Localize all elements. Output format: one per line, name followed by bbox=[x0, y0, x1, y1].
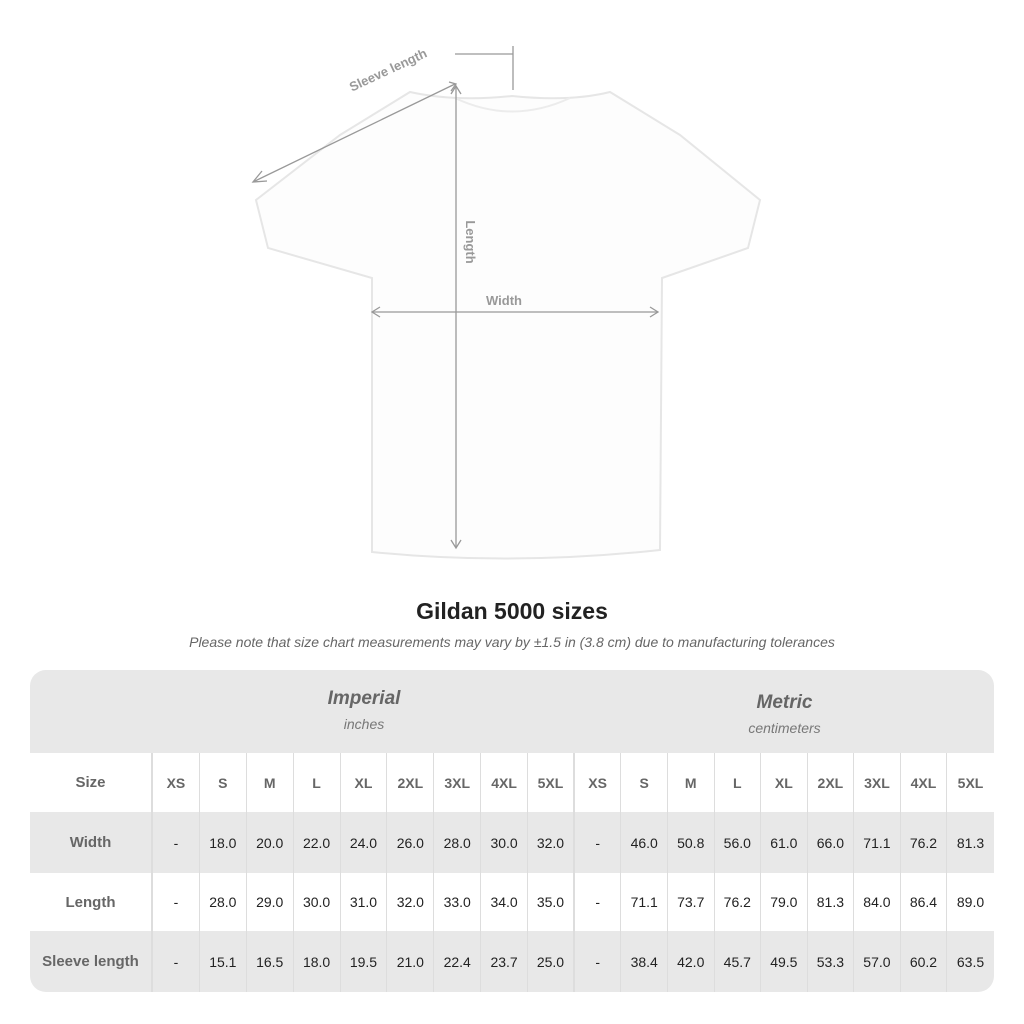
metric-value-cell: 49.5 bbox=[761, 931, 808, 992]
metric-value-cell: 63.5 bbox=[956, 953, 985, 970]
size-header-cell: L bbox=[715, 753, 762, 812]
size-header-cell: 3XL bbox=[854, 753, 901, 812]
sleeve-length-label: Sleeve length bbox=[347, 45, 429, 94]
size-header-cell: 5XL bbox=[528, 753, 575, 812]
size-header-row: Size XS S M L XL 2XL 3XL 4XL 5XL XS S M L XL 2XL 3XL 4XL 5… bbox=[30, 753, 994, 812]
metric-header: Metric centimeters bbox=[575, 692, 994, 736]
imperial-value-cell: 23.7 bbox=[481, 931, 528, 992]
metric-value-cell: 79.0 bbox=[761, 873, 808, 931]
table-row: Sleeve length -15.1 16.5 18.0 19.5 21.0 22.4 23… bbox=[30, 931, 994, 992]
metric-value-cell: 71.1 bbox=[854, 812, 901, 873]
size-header-cell: XS bbox=[575, 753, 622, 812]
size-header-cell: 3XL bbox=[434, 753, 482, 812]
imperial-header: Imperial inches bbox=[153, 688, 575, 732]
metric-value-cell: 66.0 bbox=[808, 812, 855, 873]
size-header-cell: M bbox=[668, 753, 715, 812]
size-header-cell: S bbox=[200, 753, 247, 812]
row-label: Length bbox=[30, 873, 153, 931]
imperial-value-cell: 35.0 bbox=[528, 873, 575, 931]
imperial-value-cell: 18.0 bbox=[200, 812, 247, 873]
imperial-value-cell: 25.0 bbox=[528, 931, 575, 992]
size-header-cell: XL bbox=[341, 753, 388, 812]
unit-header: Imperial inches Metric centimeters bbox=[30, 670, 994, 753]
metric-value-cell: 81.3 bbox=[808, 873, 855, 931]
metric-value-cell: - bbox=[575, 812, 622, 873]
tshirt-shape bbox=[254, 90, 762, 560]
metric-value-cell: 53.3 bbox=[808, 931, 855, 992]
imperial-value-cell: 15.1 bbox=[200, 931, 247, 992]
imperial-value-cell: - bbox=[153, 931, 200, 992]
metric-value-cell: 76.2 bbox=[901, 812, 948, 873]
size-header-cell: 2XL bbox=[387, 753, 435, 812]
imperial-value-cell: - bbox=[153, 873, 200, 931]
metric-value-cell: 76.2 bbox=[715, 873, 762, 931]
size-header-cell: M bbox=[247, 753, 294, 812]
imperial-value-cell: 33.0 bbox=[434, 873, 482, 931]
imperial-value-cell: - bbox=[153, 812, 200, 873]
table-row: Length -28.0 29.0 30.0 31.0 32.0 33.0 34.0 35.0-… bbox=[30, 873, 994, 931]
metric-value-cell: 50.8 bbox=[668, 812, 715, 873]
imperial-value-cell: 19.5 bbox=[341, 931, 388, 992]
imperial-value-cell: 30.0 bbox=[294, 873, 341, 931]
metric-value-cell: 42.0 bbox=[668, 931, 715, 992]
row-label: Size bbox=[30, 753, 153, 812]
imperial-value-cell: 18.0 bbox=[294, 931, 341, 992]
size-header-cell: 2XL bbox=[808, 753, 855, 812]
length-label: Length bbox=[463, 220, 478, 263]
metric-value-cell: - bbox=[575, 931, 622, 992]
size-header-cell: XL bbox=[761, 753, 808, 812]
metric-value-cell: 81.3 bbox=[956, 834, 985, 851]
size-header-cell: 5XL bbox=[957, 774, 984, 791]
table-row: Width -18.0 20.0 22.0 24.0 26.0 28.0 30.0 32.0-4… bbox=[30, 812, 994, 873]
imperial-value-cell: 28.0 bbox=[200, 873, 247, 931]
metric-value-cell: 89.0 bbox=[956, 894, 985, 910]
imperial-value-cell: 22.4 bbox=[434, 931, 482, 992]
size-header-cell: 4XL bbox=[481, 753, 528, 812]
imperial-value-cell: 30.0 bbox=[481, 812, 528, 873]
size-table: Imperial inches Metric centimeters Size X… bbox=[30, 670, 994, 992]
metric-value-cell: 71.1 bbox=[621, 873, 668, 931]
imperial-value-cell: 32.0 bbox=[528, 812, 575, 873]
metric-value-cell: 60.2 bbox=[901, 931, 948, 992]
metric-unit: centimeters bbox=[748, 720, 821, 736]
metric-value-cell: 45.7 bbox=[715, 931, 762, 992]
imperial-value-cell: 22.0 bbox=[294, 812, 341, 873]
imperial-value-cell: 31.0 bbox=[341, 873, 388, 931]
metric-value-cell: - bbox=[575, 873, 622, 931]
imperial-value-cell: 26.0 bbox=[387, 812, 435, 873]
metric-value-cell: 38.4 bbox=[621, 931, 668, 992]
metric-title: Metric bbox=[756, 692, 813, 713]
imperial-unit: inches bbox=[343, 716, 385, 732]
metric-value-cell: 61.0 bbox=[761, 812, 808, 873]
imperial-title: Imperial bbox=[327, 688, 401, 709]
tolerance-note: Please note that size chart measurements… bbox=[189, 634, 835, 650]
row-label: Sleeve length bbox=[30, 931, 153, 992]
size-header-cell: L bbox=[294, 753, 341, 812]
imperial-value-cell: 20.0 bbox=[247, 812, 294, 873]
width-label: Width bbox=[486, 293, 522, 308]
imperial-value-cell: 29.0 bbox=[247, 873, 294, 931]
imperial-value-cell: 28.0 bbox=[434, 812, 482, 873]
metric-value-cell: 57.0 bbox=[854, 931, 901, 992]
metric-value-cell: 56.0 bbox=[715, 812, 762, 873]
imperial-value-cell: 21.0 bbox=[387, 931, 435, 992]
size-header-cell: 4XL bbox=[901, 753, 948, 812]
chart-title: Gildan 5000 sizes bbox=[416, 598, 608, 624]
metric-value-cell: 84.0 bbox=[854, 873, 901, 931]
imperial-value-cell: 34.0 bbox=[481, 873, 528, 931]
size-header-cell: XS bbox=[153, 753, 200, 812]
metric-value-cell: 86.4 bbox=[901, 873, 948, 931]
imperial-value-cell: 16.5 bbox=[247, 931, 294, 992]
size-header-cell: S bbox=[621, 753, 668, 812]
tshirt-diagram: Sleeve length Length Width bbox=[251, 45, 762, 560]
metric-value-cell: 46.0 bbox=[621, 812, 668, 873]
metric-value-cell: 73.7 bbox=[668, 873, 715, 931]
sleeve-arrow bbox=[252, 83, 456, 183]
row-label: Width bbox=[30, 812, 153, 873]
imperial-value-cell: 32.0 bbox=[387, 873, 435, 931]
imperial-value-cell: 24.0 bbox=[341, 812, 388, 873]
